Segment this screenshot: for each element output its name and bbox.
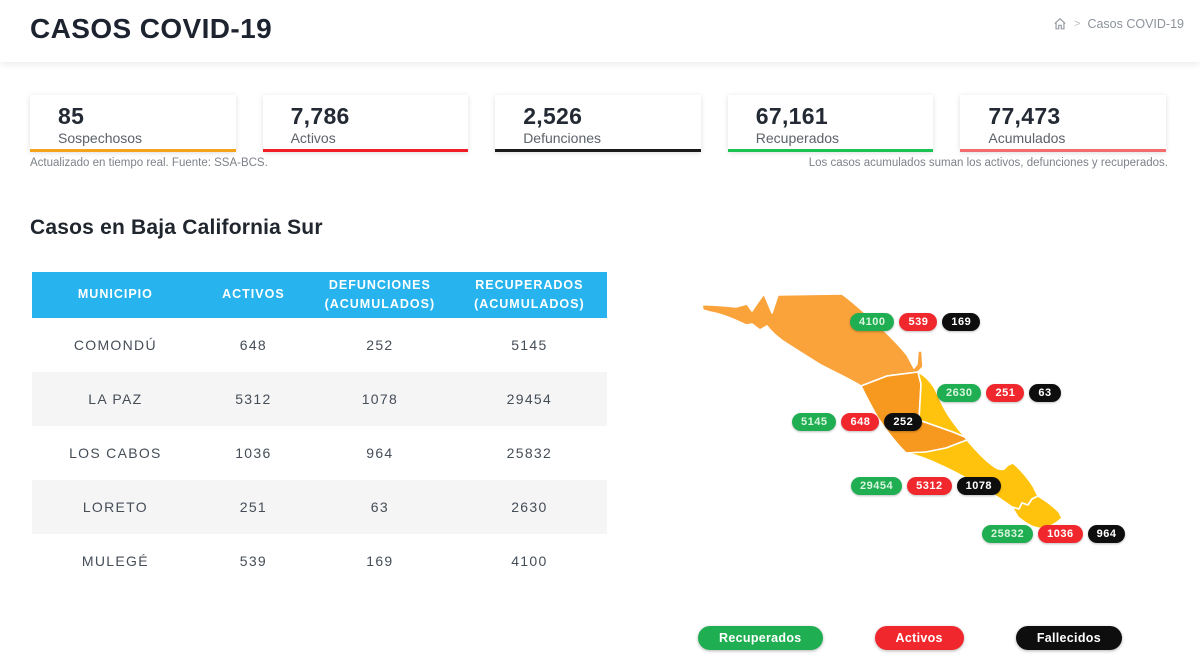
card-defunciones: 2,526 Defunciones [495, 95, 701, 152]
card-label: Activos [290, 130, 336, 146]
cell-activos: 1036 [235, 445, 272, 461]
map-region-mulege[interactable] [701, 293, 924, 387]
card-value: 77,473 [988, 103, 1061, 129]
cell-recuperados: 2630 [511, 499, 548, 515]
source-note: Actualizado en tiempo real. Fuente: SSA-… [30, 157, 268, 169]
badge-fallecidos: 964 [1087, 525, 1126, 543]
card-acumulados: 77,473 Acumulados [960, 95, 1166, 152]
col-header-recuperados: RECUPERADOS (ACUMULADOS) [451, 272, 607, 318]
cell-municipio: COMONDÚ [73, 337, 157, 353]
table-row: COMONDÚ 648 252 5145 [32, 318, 607, 372]
stats-card-row: 85 Sospechosos 7,786 Activos 2,526 Defun… [30, 95, 1166, 152]
cell-municipio: LA PAZ [88, 391, 143, 407]
cell-activos: 5312 [235, 391, 272, 407]
card-value: 85 [58, 103, 85, 129]
cell-recuperados: 5145 [511, 337, 548, 353]
table-row: LOS CABOS 1036 964 25832 [32, 426, 607, 480]
cell-recuperados: 29454 [506, 391, 553, 407]
map-legend: Recuperados Activos Fallecidos [690, 626, 1130, 650]
badge-recuperados: 29454 [851, 477, 903, 495]
badge-activos: 539 [899, 313, 938, 331]
breadcrumb-separator: > [1074, 18, 1081, 30]
cell-activos: 251 [239, 499, 267, 515]
card-label: Sospechosos [58, 130, 143, 146]
badge-recuperados: 5145 [792, 413, 837, 431]
legend-fallecidos[interactable]: Fallecidos [1015, 626, 1122, 650]
card-label: Defunciones [523, 130, 602, 146]
cell-defunciones: 964 [366, 445, 394, 461]
cell-activos: 539 [239, 553, 267, 569]
badge-activos: 5312 [907, 477, 952, 495]
card-sospechosos: 85 Sospechosos [30, 95, 236, 152]
cell-defunciones: 169 [366, 553, 394, 569]
card-value: 7,786 [290, 103, 350, 129]
badge-activos: 251 [986, 384, 1025, 402]
cell-municipio: LORETO [82, 499, 148, 515]
col-header-activos: ACTIVOS [198, 272, 308, 318]
badge-recuperados: 2630 [937, 384, 982, 402]
badge-fallecidos: 63 [1029, 384, 1061, 402]
cell-defunciones: 252 [366, 337, 394, 353]
breadcrumb-current[interactable]: Casos COVID-19 [1087, 17, 1184, 31]
badge-row-loreto: 2630 251 63 [937, 384, 1061, 402]
col-header-municipio: MUNICIPIO [32, 272, 199, 318]
badge-fallecidos: 252 [884, 413, 923, 431]
cell-municipio: LOS CABOS [69, 445, 162, 461]
card-value: 67,161 [755, 103, 828, 129]
map-region-lapaz[interactable] [905, 439, 1039, 510]
accumulated-note: Los casos acumulados suman los activos, … [808, 157, 1168, 169]
badge-row-loscabos: 25832 1036 964 [982, 525, 1126, 543]
cell-municipio: MULEGÉ [81, 553, 149, 569]
badge-recuperados: 25832 [982, 525, 1034, 543]
cell-activos: 648 [239, 337, 267, 353]
badge-recuperados: 4100 [850, 313, 895, 331]
col-header-defunciones: DEFUNCIONES (ACUMULADOS) [308, 272, 452, 318]
home-icon[interactable] [1053, 17, 1067, 31]
section-title: Casos en Baja California Sur [30, 216, 323, 239]
badge-fallecidos: 1078 [956, 477, 1002, 495]
badge-activos: 648 [841, 413, 880, 431]
card-recuperados: 67,161 Recuperados [727, 95, 934, 152]
breadcrumb: > Casos COVID-19 [1053, 17, 1184, 31]
cell-defunciones: 1078 [361, 391, 399, 407]
badge-row-mulege: 4100 539 169 [850, 313, 981, 331]
card-label: Recuperados [755, 130, 840, 146]
municipalities-table: MUNICIPIO ACTIVOS DEFUNCIONES (ACUMULADOS… [32, 272, 607, 588]
table-row: LORETO 251 63 2630 [32, 480, 607, 534]
table-row: LA PAZ 5312 1078 29454 [32, 372, 607, 426]
cell-defunciones: 63 [370, 499, 389, 515]
table-header-row: MUNICIPIO ACTIVOS DEFUNCIONES (ACUMULADOS… [32, 272, 607, 318]
header-bar: CASOS COVID-19 > Casos COVID-19 [0, 0, 1200, 62]
badge-fallecidos: 169 [942, 313, 981, 331]
card-activos: 7,786 Activos [262, 95, 469, 152]
legend-activos[interactable]: Activos [874, 626, 964, 650]
badge-row-comondu: 5145 648 252 [792, 413, 923, 431]
card-value: 2,526 [523, 103, 583, 129]
badge-row-lapaz: 29454 5312 1078 [851, 477, 1002, 495]
badge-activos: 1036 [1038, 525, 1083, 543]
page-title: CASOS COVID-19 [30, 13, 273, 44]
map-region-loreto[interactable] [917, 371, 966, 438]
table-row: MULEGÉ 539 169 4100 [32, 534, 607, 588]
legend-recuperados[interactable]: Recuperados [698, 626, 823, 650]
card-label: Acumulados [988, 130, 1066, 146]
cell-recuperados: 4100 [511, 553, 548, 569]
bcs-map: 4100 539 169 2630 251 63 5145 648 252 29… [690, 280, 1130, 580]
cell-recuperados: 25832 [506, 445, 553, 461]
